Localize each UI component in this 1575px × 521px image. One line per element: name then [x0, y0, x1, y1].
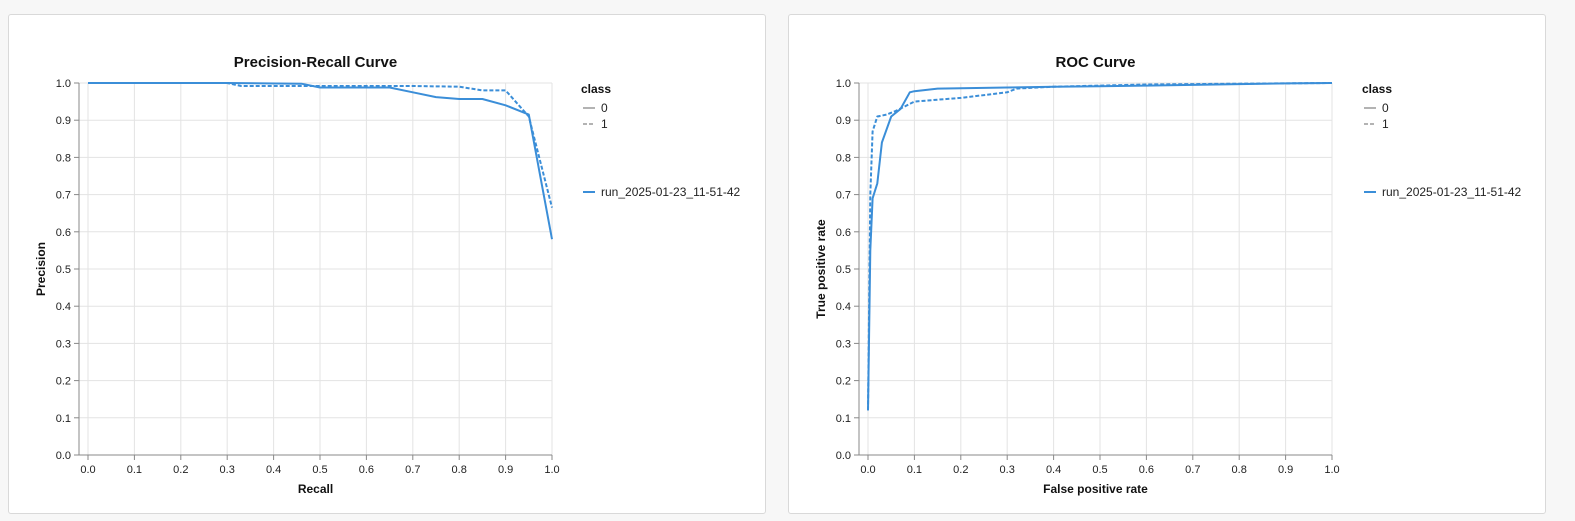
roc-panel: ROC Curve 0.0 0.1 0.2 0.3 0.4 0.5 0.6 0.7 0.8 0.9 1…	[788, 14, 1546, 514]
pr-y-tick-label: 0.5	[56, 264, 71, 276]
pr-x-tick-label: 0.9	[498, 464, 513, 476]
roc-y-tick-label: 0.4	[836, 301, 851, 313]
roc-x-axis-title: False positive rate	[1043, 482, 1148, 496]
roc-legend-title: class	[1362, 82, 1392, 96]
pr-y-axis-title: Precision	[34, 242, 48, 296]
roc-y-tick-label: 0.8	[836, 152, 851, 164]
roc-y-tick-label: 0.3	[836, 338, 851, 350]
pr-series-line-class-1	[88, 82, 553, 208]
pr-chart-title: Precision-Recall Curve	[234, 54, 397, 71]
pr-y-tick-label: 0.0	[56, 450, 71, 462]
pr-y-tick-label: 0.8	[56, 152, 71, 164]
pr-x-tick-label: 0.1	[127, 464, 142, 476]
roc-y-tick-label: 0.6	[836, 227, 851, 239]
pr-x-tick-label: 1.0	[544, 464, 559, 476]
pr-y-tick-label: 0.2	[56, 376, 71, 388]
pr-legend-label-run: run_2025-01-23_11-51-42	[601, 185, 741, 199]
pr-x-axis-title: Recall	[298, 482, 333, 496]
pr-x-tick-label: 0.8	[452, 464, 467, 476]
roc-x-tick-label: 0.9	[1278, 464, 1293, 476]
roc-y-tick-label: 0.1	[836, 413, 851, 425]
roc-y-tick-label: 0.5	[836, 264, 851, 276]
pr-x-tick-label: 0.6	[359, 464, 374, 476]
roc-x-tick-label: 0.8	[1232, 464, 1247, 476]
precision-recall-panel: Precision-Recall Curve 0.0 0.1 0.2 0.3 0.4 0.5…	[8, 14, 766, 514]
roc-x-tick-label: 0.6	[1139, 464, 1154, 476]
pr-x-tick-label: 0.4	[266, 464, 281, 476]
roc-y-tick-label: 0.0	[836, 450, 851, 462]
roc-y-tick-label: 0.9	[836, 115, 851, 127]
roc-x-tick-label: 0.4	[1046, 464, 1061, 476]
roc-legend-label-class-1: 1	[1382, 117, 1389, 131]
pr-y-tick-label: 0.4	[56, 301, 71, 313]
pr-x-tick-label: 0.3	[220, 464, 235, 476]
roc-y-tick-label: 0.2	[836, 376, 851, 388]
roc-x-tick-label: 0.3	[1000, 464, 1015, 476]
pr-x-tick-label: 0.7	[405, 464, 420, 476]
pr-legend-label-class-1: 1	[601, 117, 608, 131]
pr-x-tick-label: 0.5	[312, 464, 327, 476]
roc-series-line-class-1	[867, 82, 1333, 411]
roc-x-tick-label: 0.2	[953, 464, 968, 476]
roc-x-tick-label: 1.0	[1324, 464, 1339, 476]
roc-chart-title: ROC Curve	[1055, 54, 1135, 71]
pr-y-tick-label: 0.1	[56, 413, 71, 425]
roc-y-tick-label: 0.7	[836, 190, 851, 202]
roc-legend-label-run: run_2025-01-23_11-51-42	[1382, 185, 1522, 199]
roc-chart: ROC Curve 0.0 0.1 0.2 0.3 0.4 0.5 0.6 0.7 0.8 0.9 1…	[814, 54, 1522, 496]
pr-legend-label-class-0: 0	[601, 101, 608, 115]
pr-x-tick-label: 0.0	[80, 464, 95, 476]
pr-y-tick-label: 0.6	[56, 227, 71, 239]
pr-x-tick-label: 0.2	[173, 464, 188, 476]
pr-legend-title: class	[581, 82, 611, 96]
pr-y-tick-label: 0.7	[56, 190, 71, 202]
roc-y-axis-title: True positive rate	[814, 219, 828, 319]
pr-y-tick-label: 0.9	[56, 115, 71, 127]
roc-x-tick-label: 0.1	[907, 464, 922, 476]
roc-x-tick-label: 0.0	[860, 464, 875, 476]
roc-x-tick-label: 0.5	[1092, 464, 1107, 476]
roc-legend-label-class-0: 0	[1382, 101, 1389, 115]
roc-y-tick-label: 1.0	[836, 78, 851, 90]
pr-y-tick-label: 0.3	[56, 338, 71, 350]
roc-x-tick-label: 0.7	[1185, 464, 1200, 476]
pr-y-tick-label: 1.0	[56, 78, 71, 90]
precision-recall-chart: Precision-Recall Curve 0.0 0.1 0.2 0.3 0.4 0.5…	[34, 54, 741, 496]
